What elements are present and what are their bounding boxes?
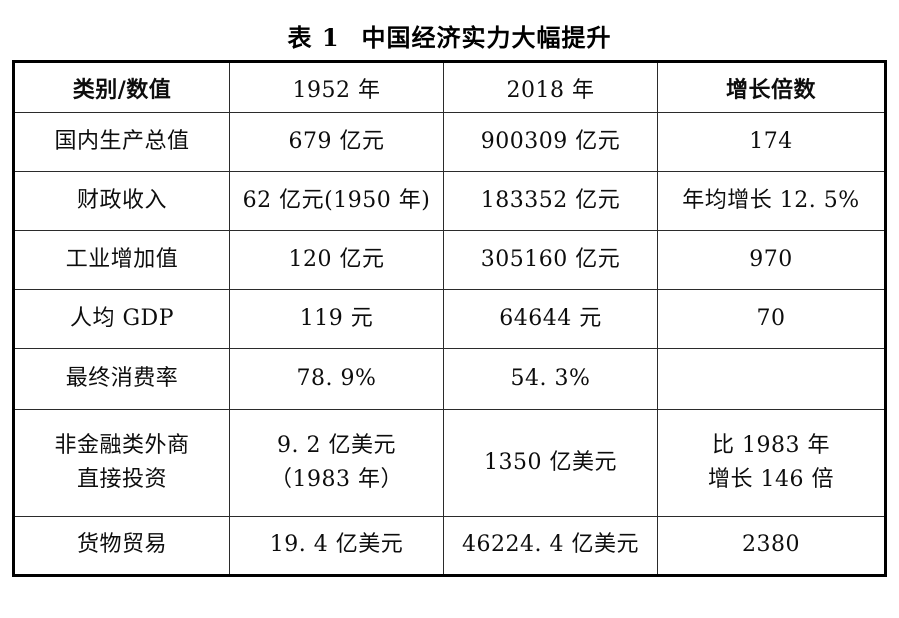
cell-text: 305160 亿元 bbox=[480, 246, 621, 272]
cell-text: 19. 4 亿美元 bbox=[269, 532, 404, 558]
header-row: 类别/数值 1952 年 2018 年 增长倍数 bbox=[13, 61, 886, 113]
cell-category: 工业增加值 bbox=[13, 230, 230, 290]
cell-text: 900309 亿元 bbox=[480, 128, 621, 154]
cell-text: 970 bbox=[749, 246, 793, 272]
cell-2018: 305160 亿元 bbox=[443, 230, 658, 290]
cell-text-line2: （1983 年） bbox=[270, 467, 403, 492]
cell-growth: 70 bbox=[657, 289, 886, 349]
cell-text-line1: 非金融类外商 bbox=[54, 432, 190, 458]
cell-text-line1: 9. 2 亿美元 bbox=[277, 432, 396, 458]
cell-text: 工业增加值 bbox=[65, 246, 179, 272]
cell-text: 年均增长 12. 5% bbox=[682, 187, 860, 213]
table-row: 最终消费率 78. 9% 54. 3% bbox=[13, 348, 886, 410]
cell-1952: 679 亿元 bbox=[229, 112, 444, 172]
cell-2018: 46224. 4 亿美元 bbox=[443, 516, 658, 576]
table-number: 表 1 bbox=[287, 23, 340, 52]
cell-text-line2: 直接投资 bbox=[76, 467, 167, 492]
cell-growth: 174 bbox=[657, 112, 886, 172]
cell-text: 54. 3% bbox=[510, 365, 591, 391]
cell-growth: 比 1983 年 增长 146 倍 bbox=[657, 409, 886, 517]
cell-2018: 183352 亿元 bbox=[443, 171, 658, 231]
cell-1952: 119 元 bbox=[229, 289, 444, 349]
header-cell-2018: 2018 年 bbox=[443, 61, 658, 113]
cell-2018: 54. 3% bbox=[443, 348, 658, 410]
cell-text: 最终消费率 bbox=[65, 365, 179, 391]
cell-text: 679 亿元 bbox=[288, 128, 385, 154]
cell-text: 183352 亿元 bbox=[480, 187, 621, 213]
table-title-text: 中国经济实力大幅提升 bbox=[361, 23, 612, 52]
table-row: 货物贸易 19. 4 亿美元 46224. 4 亿美元 2380 bbox=[13, 516, 886, 576]
cell-growth: 2380 bbox=[657, 516, 886, 576]
cell-category: 货物贸易 bbox=[13, 516, 230, 576]
cell-1952: 120 亿元 bbox=[229, 230, 444, 290]
cell-category: 非金融类外商 直接投资 bbox=[13, 409, 230, 517]
table-title: 表 1 中国经济实力大幅提升 bbox=[0, 0, 899, 60]
cell-1952: 9. 2 亿美元 （1983 年） bbox=[229, 409, 444, 517]
cell-1952: 19. 4 亿美元 bbox=[229, 516, 444, 576]
cell-text: 119 元 bbox=[299, 305, 374, 331]
header-cell-growth: 增长倍数 bbox=[657, 61, 886, 113]
cell-text: 1350 亿美元 bbox=[484, 449, 617, 475]
table-row: 国内生产总值 679 亿元 900309 亿元 174 bbox=[13, 112, 886, 172]
table-row: 非金融类外商 直接投资 9. 2 亿美元 （1983 年） 1350 亿美元 比… bbox=[13, 409, 886, 517]
cell-text: 78. 9% bbox=[296, 365, 377, 391]
cell-category: 国内生产总值 bbox=[13, 112, 230, 172]
cell-2018: 900309 亿元 bbox=[443, 112, 658, 172]
cell-text: 2380 bbox=[742, 532, 800, 558]
cell-text-line1: 比 1983 年 bbox=[712, 432, 830, 458]
cell-growth-empty bbox=[657, 348, 886, 410]
economy-table: 类别/数值 1952 年 2018 年 增长倍数 国内生产总值 679 亿元 9… bbox=[12, 60, 887, 577]
header-cell-category: 类别/数值 bbox=[13, 61, 230, 113]
cell-1952: 62 亿元(1950 年) bbox=[229, 171, 444, 231]
table-row: 人均 GDP 119 元 64644 元 70 bbox=[13, 289, 886, 349]
table-row: 财政收入 62 亿元(1950 年) 183352 亿元 年均增长 12. 5% bbox=[13, 171, 886, 231]
cell-category: 财政收入 bbox=[13, 171, 230, 231]
cell-1952: 78. 9% bbox=[229, 348, 444, 410]
cell-text: 174 bbox=[749, 128, 793, 154]
cell-text: 财政收入 bbox=[76, 187, 167, 213]
cell-growth: 年均增长 12. 5% bbox=[657, 171, 886, 231]
cell-text: 70 bbox=[756, 305, 786, 331]
cell-2018: 1350 亿美元 bbox=[443, 409, 658, 517]
cell-text: 货物贸易 bbox=[76, 532, 167, 558]
cell-text: 64644 元 bbox=[499, 305, 602, 331]
table-row: 工业增加值 120 亿元 305160 亿元 970 bbox=[13, 230, 886, 290]
header-cell-1952: 1952 年 bbox=[229, 61, 444, 113]
cell-category: 人均 GDP bbox=[13, 289, 230, 349]
cell-text: 人均 GDP bbox=[69, 305, 174, 331]
cell-text: 国内生产总值 bbox=[54, 128, 190, 154]
cell-text: 120 亿元 bbox=[288, 246, 385, 272]
cell-2018: 64644 元 bbox=[443, 289, 658, 349]
cell-category: 最终消费率 bbox=[13, 348, 230, 410]
cell-text: 62 亿元(1950 年) bbox=[242, 187, 431, 213]
cell-growth: 970 bbox=[657, 230, 886, 290]
cell-text: 46224. 4 亿美元 bbox=[462, 532, 639, 558]
cell-text-line2: 增长 146 倍 bbox=[708, 467, 834, 492]
